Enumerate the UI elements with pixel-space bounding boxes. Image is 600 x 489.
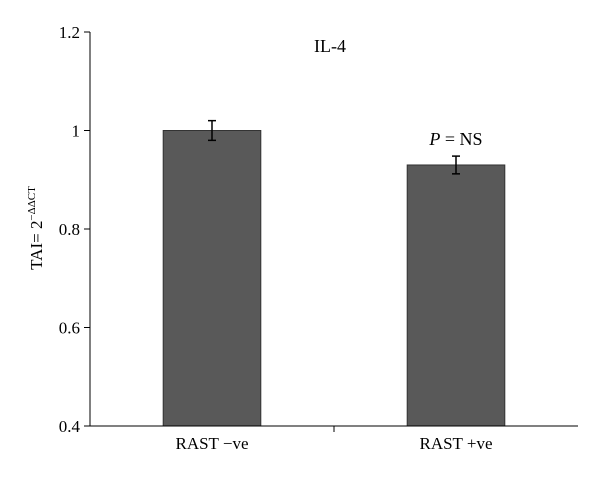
x-tick-label: RAST −ve [175,434,248,453]
y-tick-label: 0.4 [59,417,81,436]
p-value-text: = NS [440,129,482,149]
y-axis-ticks: 0.4 0.6 0.8 1 1.2 [59,23,90,436]
x-tick-label: RAST +ve [419,434,492,453]
y-axis-label-base: TAI= 2 [27,221,46,270]
y-tick-label: 1 [72,122,81,141]
chart-title: IL-4 [314,36,346,56]
y-axis-label: TAI= 2−ΔΔCT [26,186,46,270]
y-tick-label: 0.6 [59,319,80,338]
y-tick-label: 0.8 [59,220,80,239]
y-tick-label: 1.2 [59,23,80,42]
bar [162,130,262,427]
p-value-annotation: P = NS [428,129,482,149]
y-axis-label-superscript: −ΔΔCT [26,186,38,221]
p-value-symbol: P [428,129,440,149]
x-axis-tick-labels: RAST −ve RAST +ve [175,426,493,453]
bars [162,119,506,427]
bar [406,164,506,427]
